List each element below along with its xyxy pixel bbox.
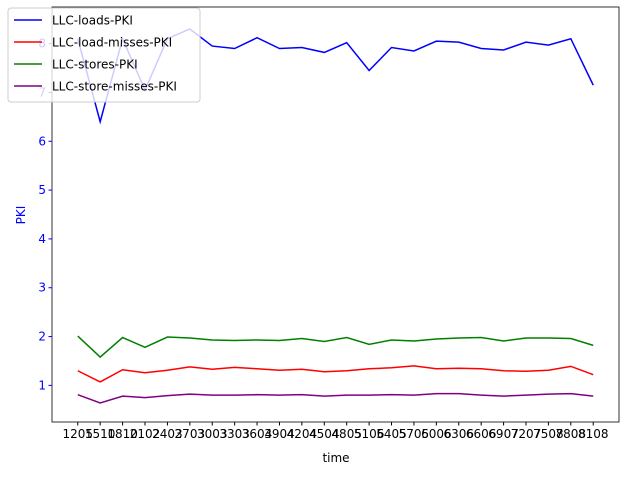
x-tick-label: 7207 [511,427,542,441]
y-tick-label: 4 [38,232,46,246]
x-tick-label: 2403 [152,427,183,441]
legend-label: LLC-stores-PKI [52,58,138,72]
x-tick-label: 5106 [354,427,385,441]
y-tick-label: 5 [38,183,46,197]
series-line [77,392,594,404]
x-tick-label: 2102 [130,427,161,441]
x-tick-label: 4805 [331,427,362,441]
y-tick-label: 1 [38,378,46,392]
x-tick-label: 8108 [578,427,609,441]
legend-box [7,7,201,103]
x-tick-label: 6306 [443,427,474,441]
x-tick-label: 5405 [376,427,407,441]
x-tick-label: 2703 [175,427,206,441]
series-line [77,335,594,359]
legend-label: LLC-load-misses-PKI [52,36,172,50]
x-tick-label: 3303 [219,427,250,441]
y-tick-label: 2 [38,330,46,344]
y-tick-label: 3 [38,281,46,295]
x-tick-label: 5705 [399,427,430,441]
y-tick-label: 6 [38,134,46,148]
x-tick-label: 4204 [287,427,318,441]
x-tick-label: 6907 [488,427,519,441]
x-tick-label: 3904 [264,427,295,441]
legend-label: LLC-store-misses-PKI [52,80,177,94]
x-tick-label: 1205 [62,427,93,441]
x-tick-label: 1510 [85,427,116,441]
x-tick-label: 1810 [107,427,138,441]
x-tick-label: 7808 [556,427,587,441]
plot-frame [51,6,620,423]
legend: LLC-loads-PKI LLC-load-misses-PKI LLC-stor… [7,7,201,103]
y-axis-label: PKI [14,206,28,225]
x-tick-label: 3003 [197,427,228,441]
legend-label: LLC-loads-PKI [52,14,133,28]
x-tick-label: 4504 [309,427,340,441]
x-tick-label: 6006 [421,427,452,441]
x-tick-label: 3604 [242,427,273,441]
x-tick-label: 7508 [533,427,564,441]
x-axis-label: time [322,451,349,465]
x-tick-label: 6606 [466,427,497,441]
series-line [77,365,594,383]
